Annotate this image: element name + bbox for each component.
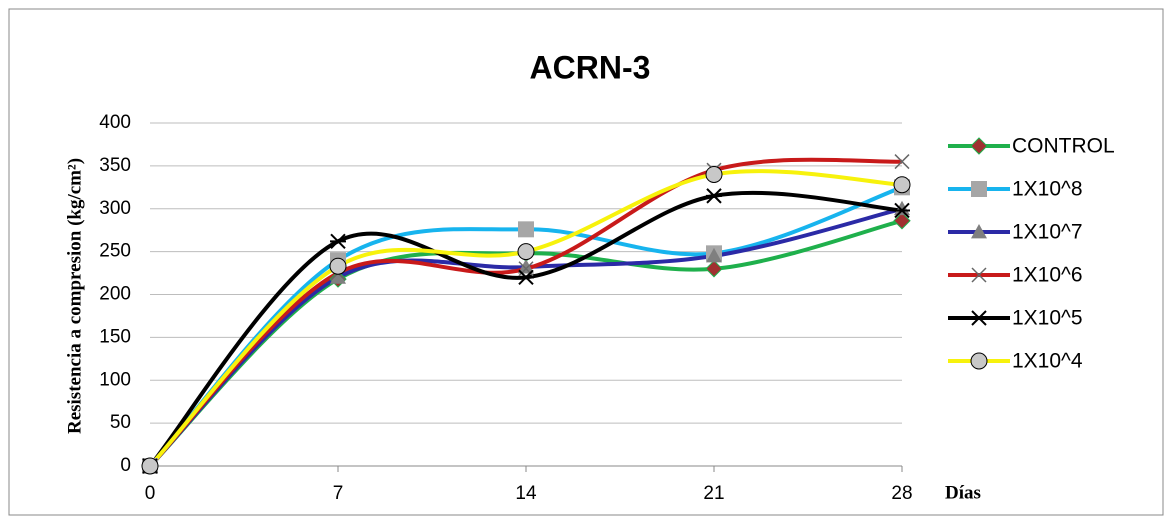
marker-shape <box>894 154 910 170</box>
legend-label: 1X10^7 <box>1012 221 1083 244</box>
marker-shape <box>518 259 534 274</box>
legend-label: 1X10^6 <box>1012 264 1083 287</box>
marker-shape <box>971 310 987 326</box>
marker-shape <box>706 247 722 263</box>
marker <box>330 269 346 284</box>
marker-shape <box>518 221 534 238</box>
marker-shape <box>971 224 987 239</box>
legend-label: CONTROL <box>1012 135 1115 158</box>
chart-title: ACRN-3 <box>530 49 651 85</box>
y-tick-label: 250 <box>99 241 131 262</box>
marker-shape <box>970 137 988 155</box>
marker-shape <box>517 243 535 261</box>
marker-shape <box>971 181 987 197</box>
marker <box>893 176 911 194</box>
legend-label: 1X10^4 <box>1012 350 1083 373</box>
marker <box>971 267 987 283</box>
marker-shape <box>705 165 723 183</box>
marker-shape <box>971 267 987 283</box>
chart-border <box>8 8 1164 516</box>
marker <box>330 233 346 250</box>
marker-shape <box>893 176 911 194</box>
marker-shape <box>894 200 910 216</box>
y-tick-label: 400 <box>99 112 131 133</box>
marker <box>894 202 910 219</box>
marker <box>706 247 722 263</box>
marker <box>893 212 911 230</box>
marker-shape <box>894 202 910 219</box>
marker-shape <box>330 269 346 284</box>
x-tick-label: 7 <box>333 483 344 504</box>
marker <box>894 200 910 216</box>
marker <box>518 221 534 238</box>
marker <box>517 243 535 261</box>
marker <box>705 165 723 183</box>
y-tick-label: 150 <box>99 326 131 347</box>
y-tick-label: 0 <box>120 455 131 476</box>
marker <box>971 181 987 197</box>
marker-shape <box>330 233 346 250</box>
marker <box>141 457 159 475</box>
marker <box>970 137 988 155</box>
marker <box>329 257 347 275</box>
y-tick-label: 200 <box>99 284 131 305</box>
marker-shape <box>706 188 722 204</box>
marker <box>970 352 988 370</box>
marker-shape <box>518 269 534 286</box>
marker <box>971 310 987 326</box>
y-tick-label: 300 <box>99 198 131 219</box>
legend-label: 1X10^5 <box>1012 307 1083 330</box>
marker-shape <box>970 352 988 370</box>
marker-shape <box>893 212 911 230</box>
x-axis-label: Días <box>945 482 981 503</box>
marker-shape <box>705 260 723 278</box>
x-tick-label: 21 <box>703 483 724 504</box>
marker <box>706 188 722 204</box>
y-tick-label: 50 <box>110 412 131 433</box>
y-tick-label: 100 <box>99 369 131 390</box>
marker <box>894 154 910 170</box>
x-tick-label: 0 <box>145 483 156 504</box>
series-line <box>148 190 903 468</box>
x-tick-label: 28 <box>891 483 912 504</box>
marker <box>971 224 987 239</box>
marker <box>518 259 534 274</box>
marker-shape <box>329 257 347 275</box>
series-line <box>148 206 903 468</box>
marker <box>705 260 723 278</box>
marker-shape <box>141 457 159 475</box>
y-axis-label: Resistencia a compresion (kg/cm²) <box>64 158 85 434</box>
y-tick-label: 350 <box>99 155 131 176</box>
x-tick-label: 14 <box>515 483 537 504</box>
marker <box>518 269 534 286</box>
legend-label: 1X10^8 <box>1012 178 1083 201</box>
